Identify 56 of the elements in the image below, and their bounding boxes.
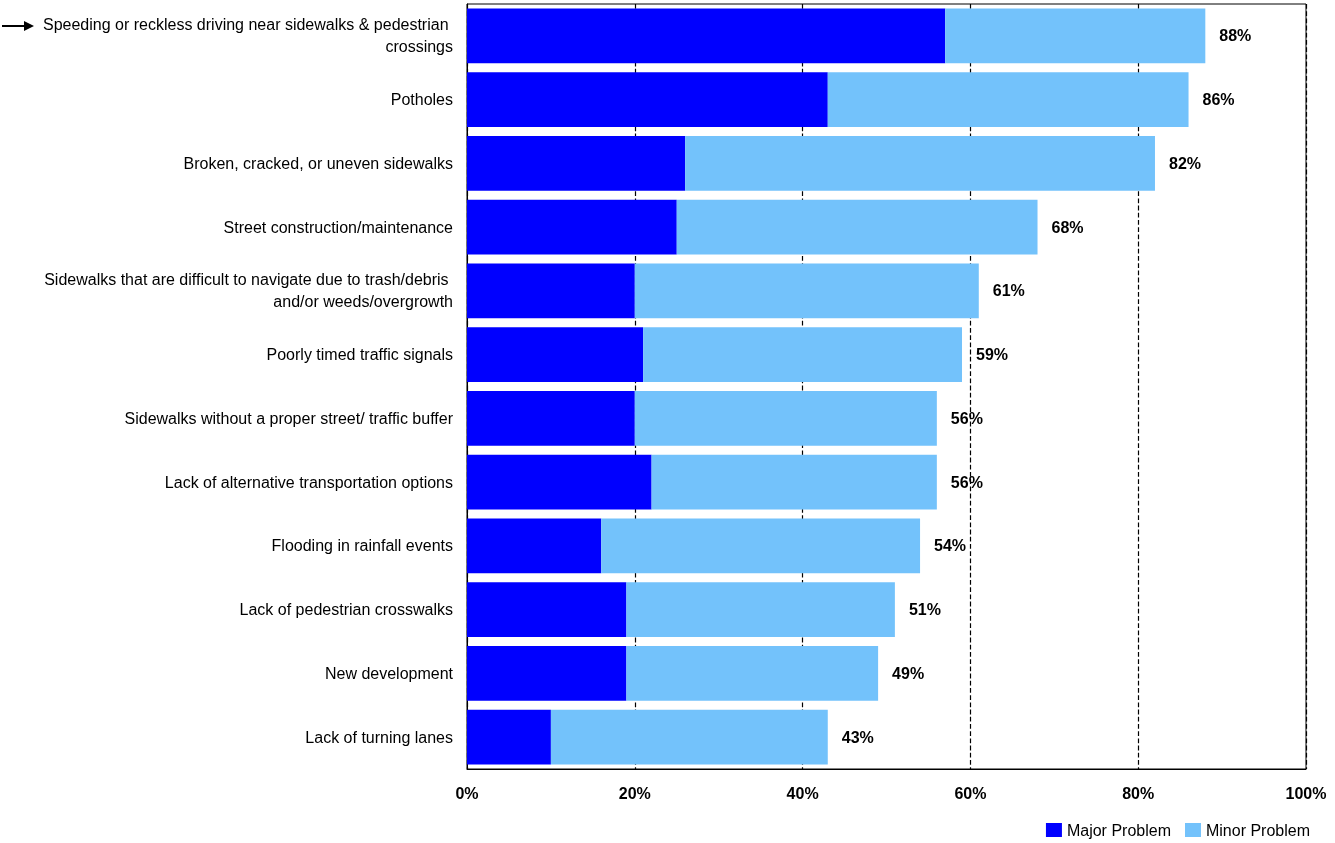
x-tick-label: 100% [1285, 784, 1327, 802]
bar [467, 135, 686, 191]
bar [467, 8, 946, 64]
bar [601, 518, 921, 574]
total-label: 88% [1219, 27, 1252, 45]
y-tick-label: Sidewalks that are difficult to navigate due to trash/debris and/or weeds/overgrowth [44, 271, 453, 311]
bar [626, 582, 895, 638]
y-tick-label: Broken, cracked, or uneven sidewalks [183, 154, 453, 172]
legend-label: Major Problem [1066, 821, 1171, 839]
bar [467, 327, 644, 383]
y-tick-label: Potholes [390, 91, 453, 109]
bar [634, 390, 937, 446]
bar [626, 645, 879, 701]
bar [685, 135, 1155, 191]
x-tick-label: 80% [1122, 784, 1155, 802]
bar [827, 72, 1189, 128]
bar [676, 199, 1038, 255]
total-label: 86% [1202, 91, 1235, 109]
y-tick-label: Flooding in rainfall events [271, 537, 453, 555]
bar [467, 72, 828, 128]
total-label: 51% [908, 601, 941, 619]
y-tick-label: Poorly timed traffic signals [266, 346, 453, 364]
y-tick-label: Speeding or reckless driving near sidewalks & pedestrian crossings [43, 16, 453, 56]
bar [550, 709, 828, 765]
bar [467, 390, 635, 446]
y-tick-label: Lack of pedestrian crosswalks [239, 601, 453, 619]
total-label: 54% [934, 537, 967, 555]
bar [467, 709, 551, 765]
bar [467, 263, 635, 319]
total-label: 68% [1051, 218, 1084, 236]
bar [467, 518, 602, 574]
bar [643, 327, 963, 383]
total-label: 43% [841, 728, 874, 746]
bar [467, 582, 627, 638]
bar [467, 454, 652, 510]
total-label: 82% [1168, 154, 1202, 172]
total-label: 56% [950, 473, 983, 491]
x-tick-label: 40% [786, 784, 819, 802]
bar [651, 454, 937, 510]
total-label: 56% [950, 409, 983, 427]
bar [467, 645, 627, 701]
total-label: 59% [976, 346, 1009, 364]
y-tick-label: New development [324, 664, 454, 682]
total-label: 61% [992, 282, 1025, 300]
bar [467, 199, 677, 255]
x-tick-label: 20% [618, 784, 651, 802]
bar [945, 8, 1206, 64]
bar [634, 263, 979, 319]
y-tick-label: Lack of turning lanes [305, 728, 453, 746]
y-tick-label: Lack of alternative transportation options [164, 473, 453, 491]
legend-label: Minor Problem [1205, 821, 1310, 839]
y-tick-label: Street construction/maintenance [223, 218, 454, 236]
x-tick-label: 60% [954, 784, 987, 802]
y-tick-label: Sidewalks without a proper street/ traffic buffer [124, 409, 454, 427]
total-label: 49% [892, 664, 925, 682]
x-tick-label: 0% [455, 784, 479, 802]
